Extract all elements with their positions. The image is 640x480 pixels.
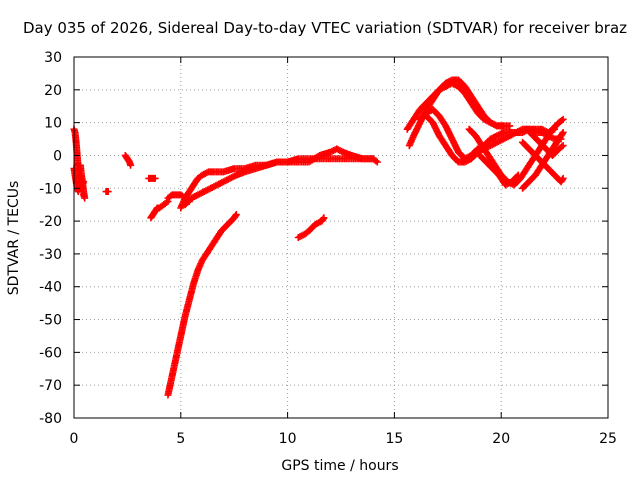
- series-s18: [476, 151, 522, 189]
- data-point: [232, 211, 240, 219]
- series-s21: [523, 125, 567, 159]
- y-tick-label: -40: [39, 280, 62, 296]
- data-point: [499, 122, 507, 130]
- x-axis-ticks: 0 5 10 15 20 25: [70, 57, 617, 447]
- series-s6: [145, 174, 159, 182]
- y-axis-label: SDTVAR / TECUs: [6, 181, 22, 296]
- y-tick-label: 20: [44, 83, 62, 99]
- series-s5: [121, 151, 135, 169]
- x-tick-label: 0: [70, 431, 79, 447]
- y-tick-label: 10: [44, 116, 62, 132]
- series-s14: [403, 79, 507, 133]
- data-point: [559, 115, 567, 123]
- data-point: [373, 158, 381, 166]
- data-points: [70, 76, 567, 399]
- data-point: [80, 191, 88, 199]
- series-s10: [181, 145, 377, 209]
- y-tick-label: -50: [39, 313, 62, 329]
- data-point: [558, 143, 566, 151]
- data-point: [104, 188, 112, 196]
- data-point: [559, 142, 567, 150]
- data-point: [369, 155, 377, 163]
- data-point: [558, 116, 566, 124]
- data-point: [506, 122, 514, 130]
- y-tick-label: -60: [39, 345, 62, 361]
- y-tick-label: 30: [44, 50, 62, 66]
- series-s20: [519, 138, 567, 186]
- data-point: [514, 171, 522, 179]
- data-point: [320, 214, 328, 222]
- data-point: [559, 174, 567, 182]
- series-s11: [164, 211, 240, 399]
- data-point: [127, 161, 135, 169]
- series-s16: [416, 106, 559, 163]
- chart-title: Day 035 of 2026, Sidereal Day-to-day VTE…: [23, 19, 627, 37]
- y-tick-label: -10: [39, 181, 62, 197]
- data-point: [513, 172, 521, 180]
- y-tick-label: -70: [39, 378, 62, 394]
- y-axis-ticks: -80 -70 -60 -50 -40 -30 -20 -10 0 10 20 30: [39, 50, 608, 427]
- data-point: [163, 198, 171, 206]
- grid-layer: [74, 57, 608, 418]
- series-s3: [76, 161, 89, 202]
- y-tick-label: -80: [39, 411, 62, 427]
- x-tick-label: 10: [279, 431, 297, 447]
- x-tick-label: 25: [599, 431, 617, 447]
- data-point: [559, 128, 567, 136]
- x-tick-label: 15: [385, 431, 403, 447]
- data-point: [151, 174, 159, 182]
- series-s12: [294, 214, 328, 241]
- y-tick-label: 0: [53, 148, 62, 164]
- y-tick-label: -30: [39, 247, 62, 263]
- y-tick-label: -20: [39, 214, 62, 230]
- series-s4: [102, 188, 112, 196]
- x-axis-label: GPS time / hours: [281, 458, 398, 474]
- x-tick-label: 5: [176, 431, 185, 447]
- plot-frame: [73, 56, 609, 419]
- x-tick-label: 20: [492, 431, 510, 447]
